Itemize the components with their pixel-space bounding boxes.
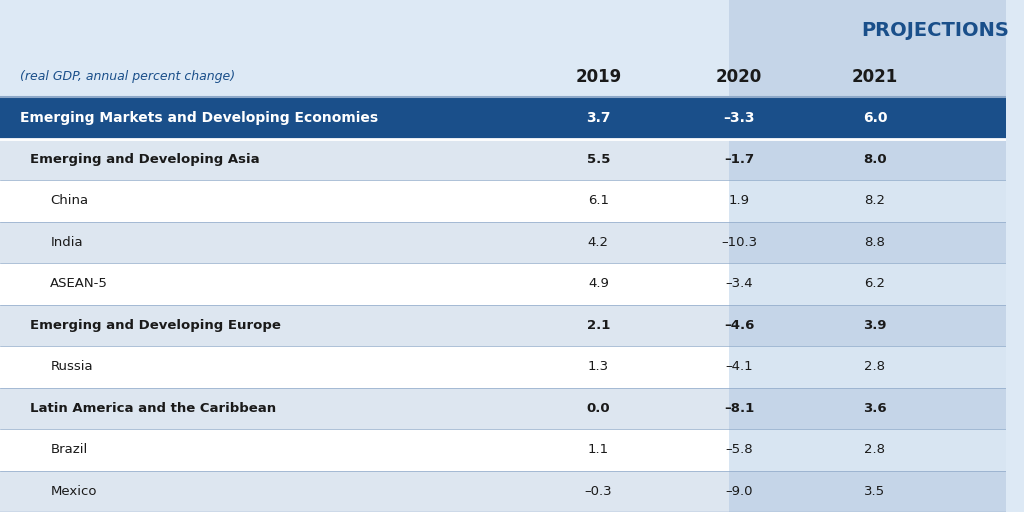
FancyBboxPatch shape xyxy=(0,0,1006,92)
Text: Latin America and the Caribbean: Latin America and the Caribbean xyxy=(30,402,276,415)
Text: Mexico: Mexico xyxy=(50,485,97,498)
Text: –1.7: –1.7 xyxy=(724,153,755,166)
Text: Emerging Markets and Developing Economies: Emerging Markets and Developing Economie… xyxy=(20,111,378,125)
Text: 6.0: 6.0 xyxy=(862,111,887,125)
Text: Emerging and Developing Europe: Emerging and Developing Europe xyxy=(30,319,281,332)
FancyBboxPatch shape xyxy=(0,471,1006,512)
FancyBboxPatch shape xyxy=(729,305,1011,346)
FancyBboxPatch shape xyxy=(0,97,1006,139)
Text: 4.2: 4.2 xyxy=(588,236,609,249)
Text: PROJECTIONS: PROJECTIONS xyxy=(861,21,1010,40)
Text: –9.0: –9.0 xyxy=(725,485,753,498)
Text: 1.9: 1.9 xyxy=(729,195,750,207)
Text: –0.3: –0.3 xyxy=(585,485,612,498)
Text: –4.6: –4.6 xyxy=(724,319,755,332)
FancyBboxPatch shape xyxy=(0,180,1006,222)
FancyBboxPatch shape xyxy=(729,263,1011,305)
Text: 2.8: 2.8 xyxy=(864,360,886,373)
Text: –3.4: –3.4 xyxy=(725,278,753,290)
Text: 2.8: 2.8 xyxy=(864,443,886,456)
Text: 4.9: 4.9 xyxy=(588,278,609,290)
FancyBboxPatch shape xyxy=(729,0,1011,92)
FancyBboxPatch shape xyxy=(0,222,1006,263)
Text: 5.5: 5.5 xyxy=(587,153,610,166)
Text: ASEAN-5: ASEAN-5 xyxy=(50,278,109,290)
Text: 6.2: 6.2 xyxy=(864,278,886,290)
FancyBboxPatch shape xyxy=(729,180,1011,222)
Text: China: China xyxy=(50,195,88,207)
Text: India: India xyxy=(50,236,83,249)
FancyBboxPatch shape xyxy=(729,346,1011,388)
Text: 2021: 2021 xyxy=(852,68,898,86)
Text: 1.1: 1.1 xyxy=(588,443,609,456)
FancyBboxPatch shape xyxy=(0,346,1006,388)
Text: 1.3: 1.3 xyxy=(588,360,609,373)
FancyBboxPatch shape xyxy=(729,139,1011,180)
FancyBboxPatch shape xyxy=(729,222,1011,263)
Text: 2020: 2020 xyxy=(716,68,762,86)
Text: 3.5: 3.5 xyxy=(864,485,886,498)
Text: –5.8: –5.8 xyxy=(725,443,753,456)
FancyBboxPatch shape xyxy=(729,471,1011,512)
FancyBboxPatch shape xyxy=(0,56,1006,97)
FancyBboxPatch shape xyxy=(729,388,1011,429)
Text: 8.8: 8.8 xyxy=(864,236,886,249)
Text: (real GDP, annual percent change): (real GDP, annual percent change) xyxy=(20,70,236,83)
Text: Russia: Russia xyxy=(50,360,93,373)
Text: –3.3: –3.3 xyxy=(723,111,755,125)
Text: 3.7: 3.7 xyxy=(586,111,610,125)
FancyBboxPatch shape xyxy=(729,56,1011,97)
Text: 2019: 2019 xyxy=(575,68,622,86)
Text: 2.1: 2.1 xyxy=(587,319,610,332)
Text: 8.2: 8.2 xyxy=(864,195,886,207)
Text: 0.0: 0.0 xyxy=(587,402,610,415)
Text: –8.1: –8.1 xyxy=(724,402,755,415)
FancyBboxPatch shape xyxy=(0,429,1006,471)
Text: Brazil: Brazil xyxy=(50,443,87,456)
FancyBboxPatch shape xyxy=(0,139,1006,180)
FancyBboxPatch shape xyxy=(0,388,1006,429)
Text: –4.1: –4.1 xyxy=(725,360,753,373)
Text: 6.1: 6.1 xyxy=(588,195,609,207)
Text: –10.3: –10.3 xyxy=(721,236,757,249)
Text: 8.0: 8.0 xyxy=(863,153,887,166)
Text: 3.6: 3.6 xyxy=(863,402,887,415)
Text: 3.9: 3.9 xyxy=(863,319,887,332)
FancyBboxPatch shape xyxy=(0,263,1006,305)
Text: Emerging and Developing Asia: Emerging and Developing Asia xyxy=(30,153,260,166)
FancyBboxPatch shape xyxy=(729,429,1011,471)
FancyBboxPatch shape xyxy=(0,305,1006,346)
